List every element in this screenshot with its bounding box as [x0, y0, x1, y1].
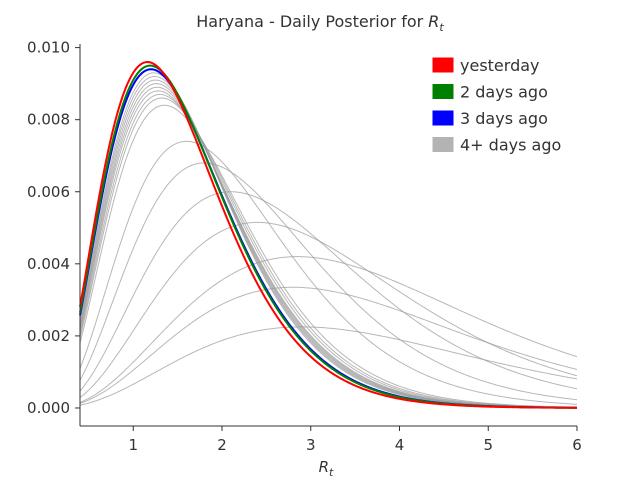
- y-tick-label: 0.004: [27, 255, 70, 273]
- legend: yesterday 2 days ago 3 days ago 4+ days ago: [432, 56, 561, 155]
- series-line-3: [79, 221, 578, 398]
- y-ticks: 0.000 0.002 0.004 0.006 0.008 0.010: [27, 39, 80, 417]
- y-tick-label: 0.002: [27, 327, 70, 345]
- series-line-6: [79, 140, 578, 405]
- x-tick-label: 4: [395, 436, 405, 454]
- legend-label-2: 3 days ago: [460, 109, 548, 128]
- legend-label-1: 2 days ago: [460, 83, 548, 102]
- series-line-4: [79, 191, 578, 392]
- y-tick-label: 0.010: [27, 39, 70, 57]
- legend-swatch-1: [432, 84, 454, 99]
- series-line-18: [79, 61, 578, 409]
- x-tick-label: 6: [572, 436, 582, 454]
- series-line-1: [79, 286, 578, 404]
- chart-title: Haryana - Daily Posterior for Rt: [196, 12, 444, 34]
- legend-swatch-3: [432, 137, 454, 152]
- x-tick-label: 5: [483, 436, 493, 454]
- series-lines: [79, 61, 578, 409]
- series-line-7: [79, 104, 578, 408]
- y-tick-label: 0.006: [27, 183, 70, 201]
- y-tick-label: 0.000: [27, 399, 70, 417]
- x-tick-label: 1: [128, 436, 138, 454]
- x-ticks: 1 2 3 4 5 6: [128, 426, 582, 454]
- series-line-5: [79, 162, 578, 401]
- legend-swatch-0: [432, 57, 454, 73]
- x-tick-label: 2: [217, 436, 227, 454]
- legend-label-3: 4+ days ago: [460, 136, 561, 155]
- series-line-0: [79, 326, 578, 406]
- legend-swatch-2: [432, 110, 454, 126]
- y-tick-label: 0.008: [27, 111, 70, 129]
- legend-label-0: yesterday: [460, 56, 540, 75]
- x-tick-label: 3: [306, 436, 316, 454]
- series-line-2: [79, 256, 578, 403]
- x-axis-label: Rt: [319, 458, 334, 479]
